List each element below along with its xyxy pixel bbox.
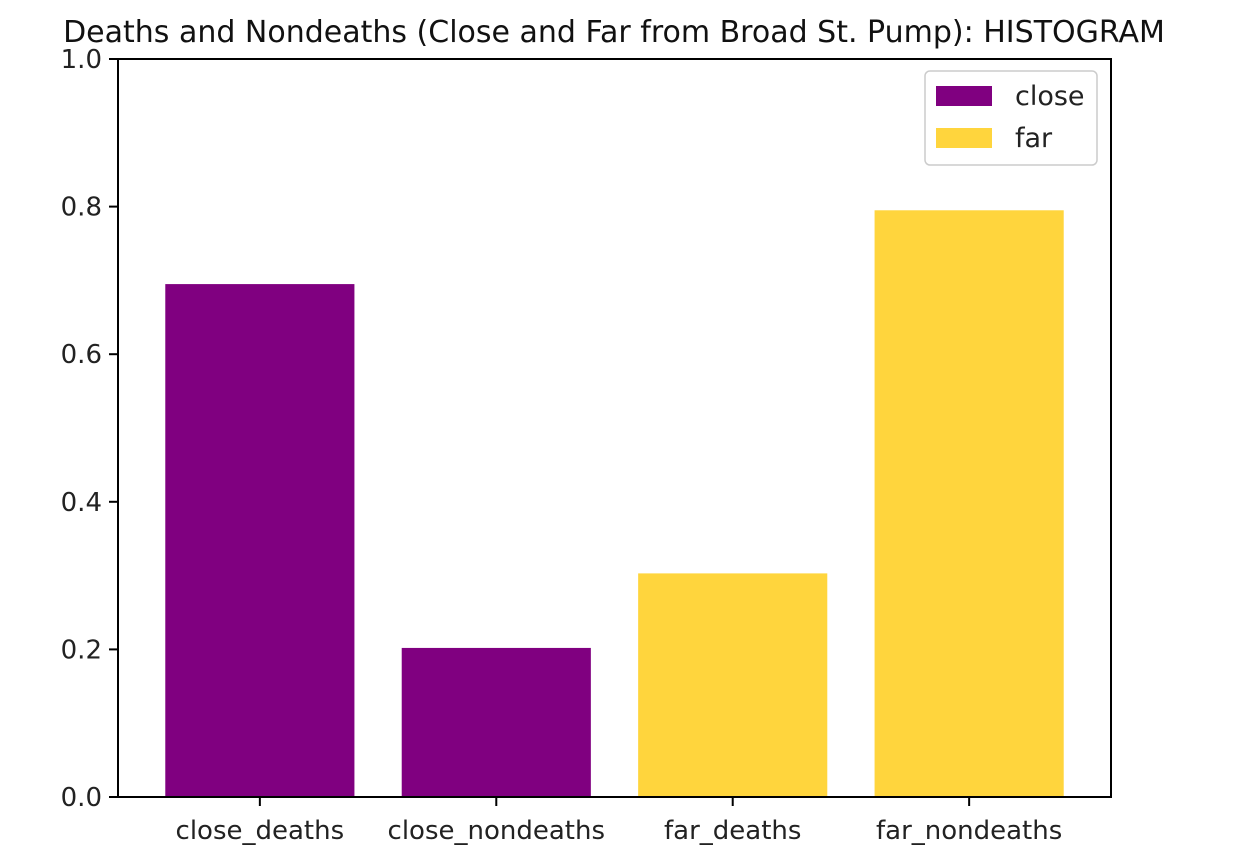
bar-far-nondeaths bbox=[874, 210, 1064, 798]
bar-close-deaths bbox=[165, 284, 355, 798]
plot-area-frame bbox=[117, 58, 1112, 798]
y-axis: 0.0 0.2 0.4 0.6 0.8 1.0 bbox=[61, 45, 118, 813]
legend-swatch-far bbox=[936, 128, 992, 148]
bar-close-nondeaths bbox=[401, 647, 591, 797]
y-tick-label: 0.4 bbox=[61, 488, 102, 518]
legend-swatch-close bbox=[936, 86, 992, 106]
y-tick-label: 0.2 bbox=[61, 635, 102, 665]
y-tick-label: 0.0 bbox=[61, 783, 102, 813]
chart-title: Deaths and Nondeaths (Close and Far from… bbox=[63, 15, 1165, 50]
y-tick-label: 0.6 bbox=[61, 340, 102, 370]
x-tick-label: far_nondeaths bbox=[876, 816, 1062, 846]
legend-label-far: far bbox=[1015, 123, 1053, 154]
legend: close far bbox=[924, 70, 1098, 166]
bar-far-deaths bbox=[638, 573, 828, 797]
x-axis: close_deaths close_nondeaths far_deaths far… bbox=[176, 797, 1062, 846]
bars-layer bbox=[165, 210, 1064, 798]
x-tick-label: close_nondeaths bbox=[388, 816, 605, 846]
y-tick-label: 1.0 bbox=[61, 45, 102, 75]
legend-label-close: close bbox=[1015, 81, 1085, 112]
x-tick-label: far_deaths bbox=[664, 816, 801, 846]
x-tick-label: close_deaths bbox=[176, 816, 345, 846]
y-tick-label: 0.8 bbox=[61, 193, 102, 223]
